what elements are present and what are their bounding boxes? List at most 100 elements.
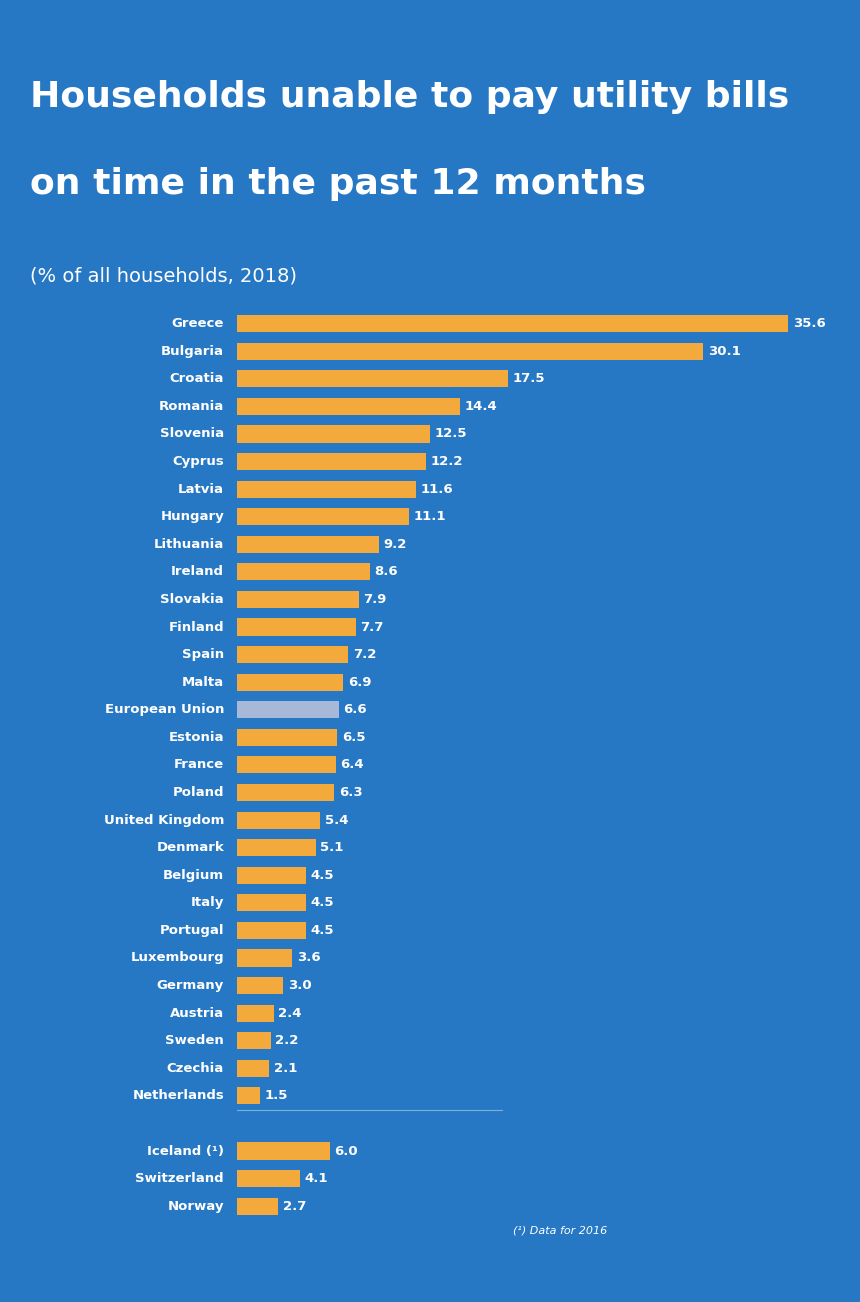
Text: 3.0: 3.0 (287, 979, 311, 992)
Bar (237, 811, 320, 828)
Text: Italy: Italy (191, 896, 224, 909)
Text: 8.6: 8.6 (374, 565, 398, 578)
Text: 11.6: 11.6 (421, 483, 453, 496)
Text: Spain: Spain (182, 648, 224, 661)
Text: Germany: Germany (157, 979, 224, 992)
Text: Czechia: Czechia (167, 1062, 224, 1074)
Text: Belgium: Belgium (163, 868, 224, 881)
Text: 1.5: 1.5 (264, 1090, 288, 1103)
Text: 4.5: 4.5 (311, 868, 335, 881)
Text: 2.7: 2.7 (283, 1199, 306, 1212)
Bar (237, 535, 379, 553)
Bar (237, 398, 460, 415)
Text: Iceland (¹): Iceland (¹) (147, 1144, 224, 1157)
Text: Households unable to pay utility bills: Households unable to pay utility bills (30, 81, 789, 115)
Bar (237, 894, 306, 911)
Text: 6.4: 6.4 (341, 759, 364, 771)
Text: European Union: European Union (105, 703, 224, 716)
Bar (237, 784, 335, 801)
Bar (237, 673, 343, 691)
Bar (237, 976, 283, 995)
Bar (237, 1087, 260, 1104)
Text: 6.5: 6.5 (342, 730, 366, 743)
Bar (237, 1060, 269, 1077)
Text: Netherlands: Netherlands (132, 1090, 224, 1103)
Text: eurostat: eurostat (627, 1254, 821, 1275)
Bar (237, 370, 507, 388)
Text: 6.3: 6.3 (339, 786, 362, 799)
Text: 12.5: 12.5 (435, 427, 468, 440)
Bar (237, 591, 359, 608)
Text: 12.2: 12.2 (430, 456, 463, 467)
Text: 7.2: 7.2 (353, 648, 376, 661)
Text: Cyprus: Cyprus (172, 456, 224, 467)
Text: 5.4: 5.4 (325, 814, 348, 827)
Text: 4.5: 4.5 (311, 924, 335, 937)
Bar (237, 342, 703, 359)
Bar (237, 702, 339, 719)
Bar (237, 838, 316, 857)
Bar (237, 564, 370, 581)
Bar (237, 480, 416, 497)
Text: 11.1: 11.1 (414, 510, 445, 523)
Text: 2.2: 2.2 (275, 1034, 298, 1047)
Bar (237, 729, 337, 746)
Text: Switzerland: Switzerland (136, 1172, 224, 1185)
Text: Sweden: Sweden (165, 1034, 224, 1047)
Bar (237, 1170, 300, 1187)
Text: 35.6: 35.6 (793, 318, 826, 331)
Bar (237, 618, 356, 635)
Text: Slovakia: Slovakia (161, 592, 224, 605)
Text: 7.7: 7.7 (360, 621, 384, 634)
Text: Portugal: Portugal (160, 924, 224, 937)
Text: 30.1: 30.1 (708, 345, 740, 358)
Text: Ireland: Ireland (171, 565, 224, 578)
Text: ec.europa.eu/eurostat: ec.europa.eu/eurostat (591, 1254, 821, 1275)
Text: France: France (174, 759, 224, 771)
Text: Croatia: Croatia (169, 372, 224, 385)
Text: Bulgaria: Bulgaria (161, 345, 224, 358)
Text: 6.0: 6.0 (335, 1144, 358, 1157)
Text: United Kingdom: United Kingdom (104, 814, 224, 827)
Text: 9.2: 9.2 (384, 538, 407, 551)
Text: Norway: Norway (168, 1199, 224, 1212)
Bar (237, 426, 430, 443)
Text: 5.1: 5.1 (320, 841, 344, 854)
Bar (237, 949, 292, 966)
Text: Slovenia: Slovenia (160, 427, 224, 440)
Circle shape (573, 1242, 860, 1286)
Text: 4.5: 4.5 (311, 896, 335, 909)
Text: 14.4: 14.4 (464, 400, 497, 413)
Text: 4.1: 4.1 (304, 1172, 329, 1185)
Text: Poland: Poland (173, 786, 224, 799)
Text: Denmark: Denmark (157, 841, 224, 854)
Text: on time in the past 12 months: on time in the past 12 months (30, 167, 646, 201)
Text: (% of all households, 2018): (% of all households, 2018) (30, 267, 297, 286)
Bar (237, 1032, 271, 1049)
Bar (237, 1005, 273, 1022)
Bar (237, 867, 306, 884)
Text: 17.5: 17.5 (513, 372, 545, 385)
Text: Austria: Austria (170, 1006, 224, 1019)
Bar (237, 315, 789, 332)
Text: Malta: Malta (182, 676, 224, 689)
Text: Hungary: Hungary (160, 510, 224, 523)
Text: Estonia: Estonia (169, 730, 224, 743)
Bar (237, 646, 348, 663)
Text: 3.6: 3.6 (297, 952, 321, 965)
Text: 6.6: 6.6 (343, 703, 367, 716)
Text: Lithuania: Lithuania (154, 538, 224, 551)
Bar (237, 922, 306, 939)
Bar (237, 453, 426, 470)
Text: 2.4: 2.4 (279, 1006, 302, 1019)
Text: 6.9: 6.9 (348, 676, 372, 689)
Text: (¹) Data for 2016: (¹) Data for 2016 (513, 1225, 608, 1236)
Bar (237, 1142, 329, 1160)
Text: Romania: Romania (159, 400, 224, 413)
Text: Latvia: Latvia (178, 483, 224, 496)
Text: 7.9: 7.9 (364, 592, 387, 605)
Text: Finland: Finland (169, 621, 224, 634)
Text: 2.1: 2.1 (273, 1062, 297, 1074)
Bar (237, 508, 408, 525)
Bar (237, 1198, 279, 1215)
